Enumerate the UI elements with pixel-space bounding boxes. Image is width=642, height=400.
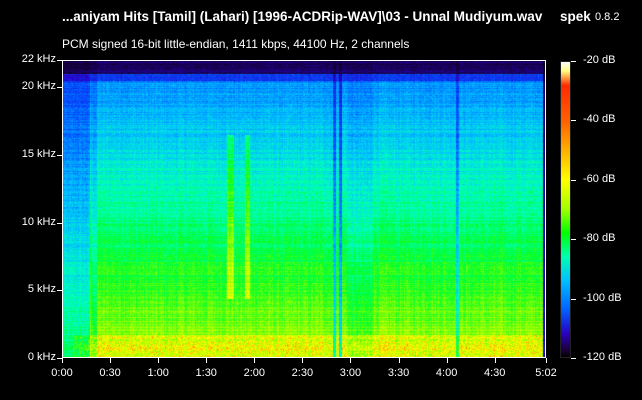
y-tick-label: 20 kHz: [21, 80, 56, 93]
db-tick-label: -40 dB: [583, 113, 616, 126]
x-tick-label: 0:30: [99, 367, 121, 379]
y-tick-label: 0 kHz: [27, 351, 56, 363]
x-tick-label: 4:00: [435, 367, 458, 379]
x-tick-mark: [446, 358, 448, 363]
db-tick-mark: [571, 239, 576, 241]
x-tick-mark: [158, 358, 160, 363]
spectrogram-plot: [62, 60, 546, 358]
y-tick-label: 15 kHz: [21, 147, 56, 160]
x-tick-mark: [254, 358, 256, 363]
y-tick-label: 22 kHz: [21, 53, 56, 65]
y-tick-label: 5 kHz: [27, 283, 56, 296]
db-tick-label: -60 dB: [583, 172, 616, 185]
x-tick-label: 2:00: [243, 367, 266, 379]
y-tick-label: 10 kHz: [21, 215, 56, 228]
x-tick-label: 5:02: [535, 367, 557, 379]
x-tick-mark: [398, 358, 400, 363]
file-title: ...aniyam Hits [Tamil] (Lahari) [1996-AC…: [62, 9, 543, 24]
db-tick-mark: [571, 61, 576, 62]
x-tick-mark: [302, 358, 304, 363]
db-tick-mark: [571, 120, 576, 122]
x-tick-label: 1:30: [195, 367, 217, 379]
x-tick-mark: [350, 358, 352, 363]
app-name: spek: [560, 9, 591, 24]
db-colorbar: [560, 61, 571, 358]
app-version: 0.8.2: [595, 11, 620, 23]
y-tick-mark: [57, 358, 62, 359]
x-tick-label: 0:00: [51, 367, 73, 379]
db-tick-label: -120 dB: [583, 351, 622, 363]
db-tick-mark: [571, 298, 576, 300]
db-tick-label: -80 dB: [583, 232, 616, 245]
x-tick-mark: [546, 358, 547, 363]
x-tick-mark: [206, 358, 208, 363]
x-tick-label: 4:30: [483, 367, 506, 379]
audio-format-info: PCM signed 16-bit little-endian, 1411 kb…: [62, 37, 410, 51]
x-tick-mark: [62, 358, 63, 363]
db-tick-label: -100 dB: [583, 291, 622, 304]
db-tick-label: -20 dB: [583, 54, 616, 66]
db-tick-mark: [571, 358, 576, 359]
db-tick-mark: [571, 179, 576, 181]
x-tick-mark: [494, 358, 496, 363]
x-tick-label: 3:30: [387, 367, 410, 379]
x-tick-label: 2:30: [291, 367, 314, 379]
x-tick-label: 3:00: [339, 367, 362, 379]
x-tick-mark: [110, 358, 112, 363]
x-tick-label: 1:00: [147, 367, 169, 379]
